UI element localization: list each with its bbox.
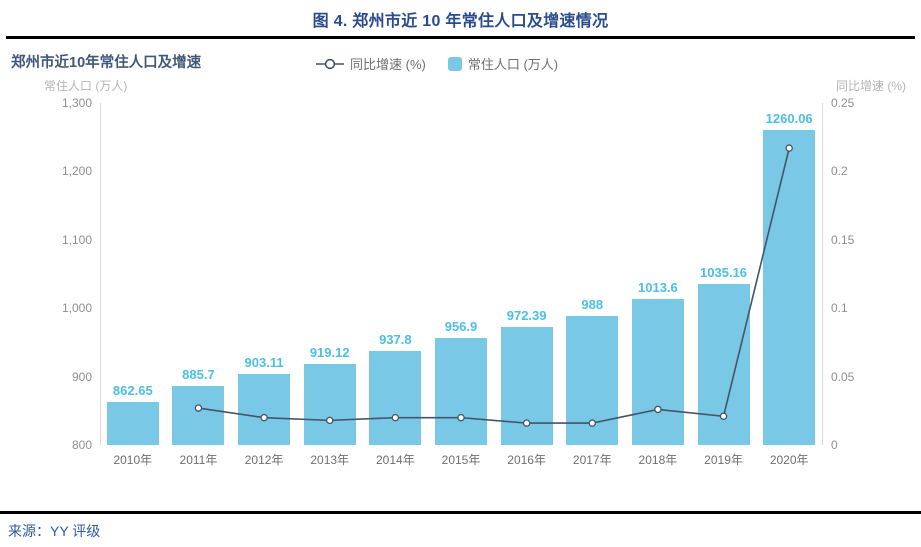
x-axis-tick-label: 2014年 [376,453,415,467]
x-axis-tick-label: 2011年 [179,453,218,467]
bar-data-label: 937.8 [379,331,412,347]
bar-2010年 [106,402,159,445]
x-axis-tick-label: 2020年 [769,453,809,467]
left-axis-tick-label: 900 [71,369,92,384]
x-axis-tick-label: 2010年 [113,453,153,467]
x-axis-tick-label: 2019年 [704,453,743,467]
bar-data-label: 1035.16 [700,265,748,281]
left-axis-tick-label: 1,200 [61,164,92,179]
left-axis-tick-label: 1,100 [61,232,92,247]
bar-2017年 [566,316,619,445]
x-axis-tick-label: 2016年 [507,453,546,467]
bar-2013年 [303,363,356,445]
left-axis-title: 常住人口 (万人) [44,79,128,93]
bar-data-label: 1013.6 [638,279,678,295]
x-axis-tick-label: 2017年 [572,453,612,467]
x-axis-tick-label: 2012年 [244,453,284,467]
right-axis-tick-label: 0.15 [831,232,855,247]
bar-2014年 [369,350,422,445]
right-axis-tick-label: 0.2 [831,164,848,179]
left-axis-line [100,103,101,445]
bar-series-swatch-icon [447,56,462,71]
legend-item-population-bar: 常住人口 (万人) [447,54,559,73]
left-axis-tick-label: 1,000 [61,301,92,316]
bar-data-label: 862.65 [112,383,153,399]
right-axis-tick-label: 0.1 [831,301,848,316]
bar-2016年 [500,327,553,445]
bar-data-label: 988 [581,297,604,313]
legend-label-population: 常住人口 (万人) [467,57,559,72]
bar-2020年 [763,130,816,445]
bar-2019年 [697,284,750,445]
bar-2012年 [238,374,291,445]
title-divider-line [6,36,915,39]
right-axis-tick-label: 0 [831,438,838,452]
chart-legend: 同比增速 (%) 常住人口 (万人) [316,54,558,73]
chart-title: 郑州市近10年常住人口及增速 [11,55,202,71]
bar-2018年 [631,298,684,445]
x-axis-tick-label: 2013年 [310,453,350,467]
left-axis-tick-label: 1,300 [61,96,92,110]
right-axis-tick-label: 0.05 [831,369,855,384]
bar-data-label: 1260.06 [765,111,813,127]
figure-title: 图 4. 郑州市近 10 年常住人口及增速情况 [312,13,609,30]
line-series-marker-icon [316,58,344,69]
bar-2015年 [435,337,487,445]
source-text: 来源：YY 评级 [8,523,101,539]
x-axis-tick-label: 2015年 [441,453,481,467]
right-axis-tick-label: 0.25 [831,96,855,110]
legend-label-growth: 同比增速 (%) [350,57,426,72]
legend-item-growth-line: 同比增速 (%) [316,54,426,73]
x-axis-tick-label: 2018年 [638,453,678,467]
right-axis-title: 同比增速 (%) [836,79,906,93]
right-axis-line [822,103,823,445]
bar-data-label: 919.12 [309,344,350,360]
left-axis-tick-label: 800 [71,438,92,452]
source-divider-line [0,511,921,514]
bar-2011年 [172,386,225,445]
